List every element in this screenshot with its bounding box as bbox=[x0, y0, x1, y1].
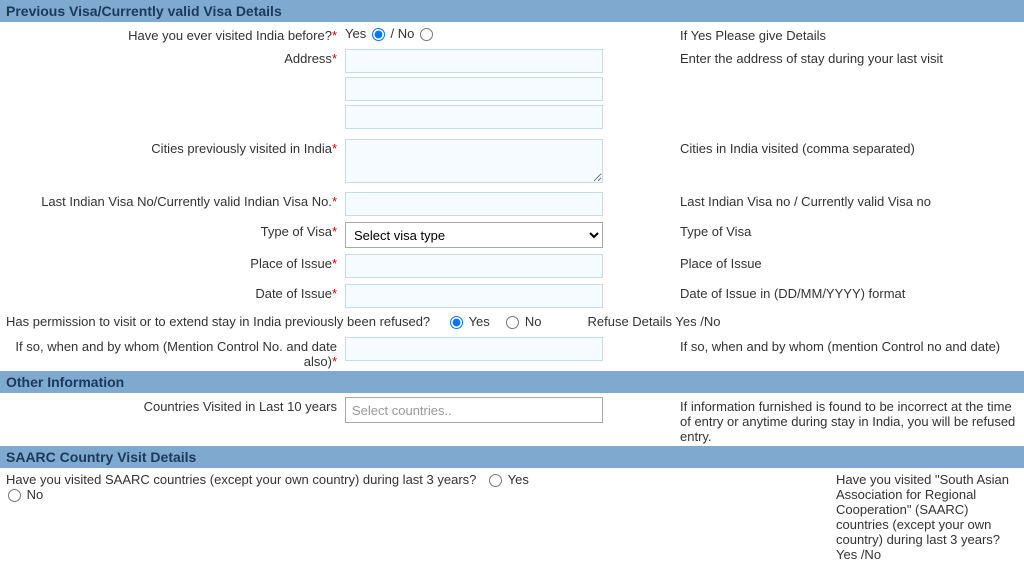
label-saarc: Have you visited SAARC countries (except… bbox=[6, 472, 476, 487]
date-issue-input[interactable] bbox=[345, 284, 603, 308]
help-cities: Cities in India visited (comma separated… bbox=[665, 137, 1024, 156]
cities-textarea[interactable] bbox=[345, 139, 603, 183]
help-saarc: Have you visited "South Asian Associatio… bbox=[816, 472, 1018, 562]
label-cities: Cities previously visited in India* bbox=[0, 137, 345, 156]
help-refused: Refuse Details Yes /No bbox=[551, 314, 1018, 329]
row-address: Address* Enter the address of stay durin… bbox=[0, 45, 1024, 135]
input-countries-10y-wrap: Select countries.. bbox=[345, 395, 665, 423]
visa-no-input[interactable] bbox=[345, 192, 603, 216]
required-star: * bbox=[332, 28, 337, 43]
label-refused: Has permission to visit or to extend sta… bbox=[6, 314, 438, 329]
label-visa-type: Type of Visa* bbox=[0, 220, 345, 239]
place-issue-input[interactable] bbox=[345, 254, 603, 278]
row-visa-no: Last Indian Visa No/Currently valid Indi… bbox=[0, 188, 1024, 218]
address-line-1[interactable] bbox=[345, 49, 603, 73]
radio-saarc-no[interactable] bbox=[8, 489, 21, 502]
input-date-issue-wrap bbox=[345, 282, 665, 308]
help-address: Enter the address of stay during your la… bbox=[665, 47, 1024, 66]
required-star: * bbox=[332, 286, 337, 301]
section-other-info: Other Information bbox=[0, 371, 1024, 393]
radio-saarc-yes[interactable] bbox=[489, 474, 502, 487]
label-address: Address* bbox=[0, 47, 345, 66]
address-line-3[interactable] bbox=[345, 105, 603, 129]
saarc-left: Have you visited SAARC countries (except… bbox=[6, 472, 816, 502]
help-visited-before: If Yes Please give Details bbox=[665, 24, 1024, 43]
radio-refused-no[interactable] bbox=[506, 316, 519, 329]
refused-detail-input[interactable] bbox=[345, 337, 603, 361]
row-place-issue: Place of Issue* Place of Issue bbox=[0, 250, 1024, 280]
section-prev-visa: Previous Visa/Currently valid Visa Detai… bbox=[0, 0, 1024, 22]
address-line-2[interactable] bbox=[345, 77, 603, 101]
row-visa-type: Type of Visa* Select visa type Type of V… bbox=[0, 218, 1024, 250]
radios-refused: Yes No bbox=[438, 314, 551, 329]
inputs-address bbox=[345, 47, 665, 133]
help-refused-detail: If so, when and by whom (mention Control… bbox=[665, 335, 1024, 354]
required-star: * bbox=[332, 141, 337, 156]
label-countries-10y: Countries Visited in Last 10 years bbox=[0, 395, 345, 414]
help-countries-10y: If information furnished is found to be … bbox=[665, 395, 1024, 444]
label-refused-yes: Yes bbox=[469, 314, 490, 329]
input-cities-wrap bbox=[345, 137, 665, 186]
row-date-issue: Date of Issue* Date of Issue in (DD/MM/Y… bbox=[0, 280, 1024, 310]
label-place-issue: Place of Issue* bbox=[0, 252, 345, 271]
input-visa-type-wrap: Select visa type bbox=[345, 220, 665, 248]
label-saarc-yes: Yes bbox=[508, 472, 529, 487]
row-refused-detail: If so, when and by whom (Mention Control… bbox=[0, 333, 1024, 371]
row-refused: Has permission to visit or to extend sta… bbox=[0, 310, 1024, 333]
row-countries-10y: Countries Visited in Last 10 years Selec… bbox=[0, 393, 1024, 446]
label-visa-no: Last Indian Visa No/Currently valid Indi… bbox=[0, 190, 345, 209]
countries-placeholder: Select countries.. bbox=[352, 403, 452, 418]
label-saarc-no: No bbox=[27, 487, 44, 502]
input-refused-detail-wrap bbox=[345, 335, 665, 361]
input-place-issue-wrap bbox=[345, 252, 665, 278]
required-star: * bbox=[332, 51, 337, 66]
required-star: * bbox=[332, 194, 337, 209]
radio-sep: / bbox=[390, 26, 397, 41]
radios-visited-before: Yes / No bbox=[345, 24, 665, 41]
input-visa-no-wrap bbox=[345, 190, 665, 216]
radio-visited-yes[interactable] bbox=[372, 28, 385, 41]
radio-refused-yes[interactable] bbox=[450, 316, 463, 329]
row-visited-before: Have you ever visited India before?* Yes… bbox=[0, 22, 1024, 45]
section-saarc: SAARC Country Visit Details bbox=[0, 446, 1024, 468]
row-cities: Cities previously visited in India* Citi… bbox=[0, 135, 1024, 188]
label-visited-yes: Yes bbox=[345, 26, 366, 41]
help-place-issue: Place of Issue bbox=[665, 252, 1024, 271]
row-saarc: Have you visited SAARC countries (except… bbox=[0, 468, 1024, 566]
label-refused-detail: If so, when and by whom (Mention Control… bbox=[0, 335, 345, 369]
help-visa-no: Last Indian Visa no / Currently valid Vi… bbox=[665, 190, 1024, 209]
help-visa-type: Type of Visa bbox=[665, 220, 1024, 239]
required-star: * bbox=[332, 256, 337, 271]
label-refused-no: No bbox=[525, 314, 542, 329]
required-star: * bbox=[332, 224, 337, 239]
visa-type-select[interactable]: Select visa type bbox=[345, 222, 603, 248]
help-date-issue: Date of Issue in (DD/MM/YYYY) format bbox=[665, 282, 1024, 301]
label-date-issue: Date of Issue* bbox=[0, 282, 345, 301]
label-visited-before: Have you ever visited India before?* bbox=[0, 24, 345, 43]
label-visited-no: No bbox=[398, 26, 415, 41]
radio-visited-no[interactable] bbox=[420, 28, 433, 41]
required-star: * bbox=[332, 354, 337, 369]
countries-select[interactable]: Select countries.. bbox=[345, 397, 603, 423]
